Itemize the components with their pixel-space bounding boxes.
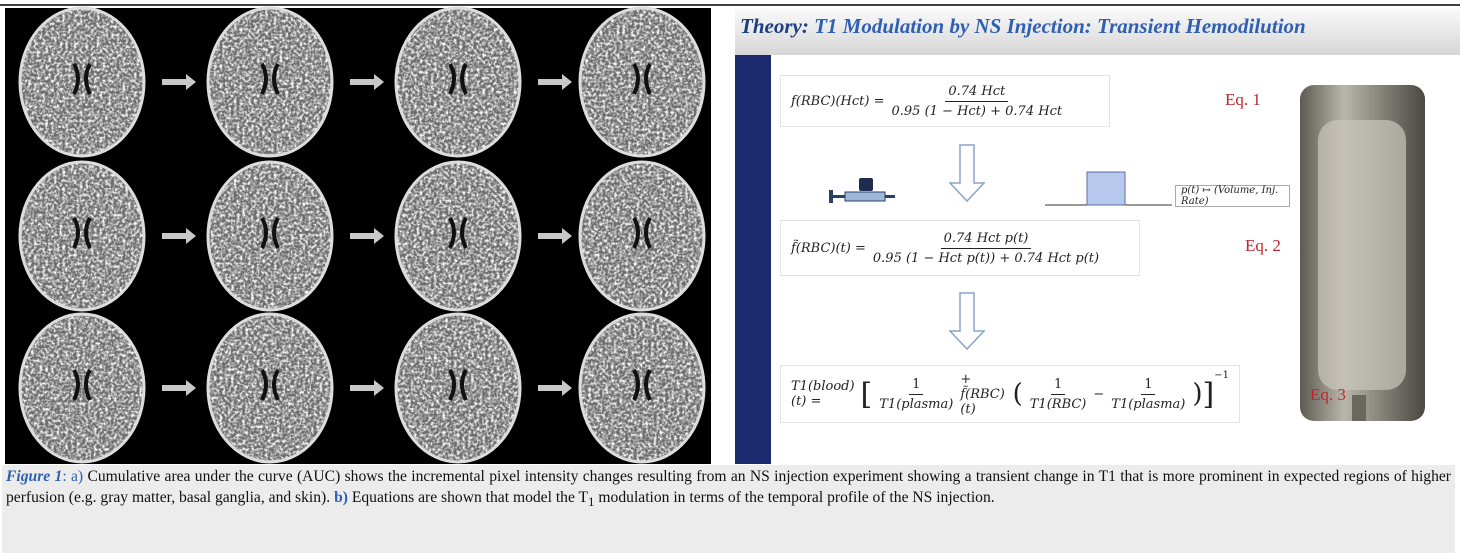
title-lead: Theory: xyxy=(740,14,809,38)
eq-one: 1 xyxy=(1141,377,1155,395)
pulse-label: p(t) ↦ (Volume, Inj. Rate) xyxy=(1175,185,1290,207)
eq-lhs: f̃(RBC)(t) = xyxy=(791,241,866,256)
eq-denominator: 0.95 (1 − Hct p(t)) + 0.74 Hct p(t) xyxy=(870,249,1102,266)
eq-label: Eq. 3 xyxy=(1310,385,1346,405)
eq-one: 1 xyxy=(1051,377,1065,395)
eq-one: 1 xyxy=(909,377,923,395)
eq-numerator: 0.74 Hct xyxy=(945,84,1008,102)
equation-2: f̃(RBC)(t) = 0.74 Hct p(t)0.95 (1 − Hct … xyxy=(780,220,1140,276)
figure-label: Figure 1 xyxy=(6,468,62,485)
eq-minus: − xyxy=(1093,387,1104,402)
part-b-text: modulation in terms of the temporal prof… xyxy=(598,489,994,506)
eq-t-plasma: T1(plasma) xyxy=(1108,395,1188,412)
part-b-label: b) xyxy=(334,489,348,506)
eq-f: + f̃(RBC)(t) xyxy=(960,372,1012,417)
eq-lhs: f(RBC)(Hct) = xyxy=(791,94,885,109)
subscript: 1 xyxy=(588,494,595,509)
eq-label: Eq. 2 xyxy=(1245,236,1281,256)
eq-t-plasma: T1(plasma) xyxy=(876,395,956,412)
part-b-text: Equations are shown that model the T xyxy=(352,489,588,506)
eq-t-rbc: T1(RBC) xyxy=(1027,395,1090,412)
pulse-text: p(t) ↦ (Volume, Inj. Rate) xyxy=(1181,185,1284,207)
eq-label: Eq. 1 xyxy=(1225,90,1261,110)
eq-lhs: T1(blood)(t) = xyxy=(791,379,857,409)
part-a-label: : a) xyxy=(62,468,83,485)
eq-exponent: −1 xyxy=(1214,370,1229,381)
figure-art xyxy=(0,0,1460,465)
eq-denominator: 0.95 (1 − Hct) + 0.74 Hct xyxy=(889,102,1066,119)
slide-title: Theory: T1 Modulation by NS Injection: T… xyxy=(740,14,1306,39)
eq-numerator: 0.74 Hct p(t) xyxy=(941,231,1032,249)
title-text: T1 Modulation by NS Injection: Transient… xyxy=(814,14,1306,38)
page: Theory: T1 Modulation by NS Injection: T… xyxy=(0,0,1460,553)
caption: Figure 1: a) Cumulative area under the c… xyxy=(2,465,1455,553)
